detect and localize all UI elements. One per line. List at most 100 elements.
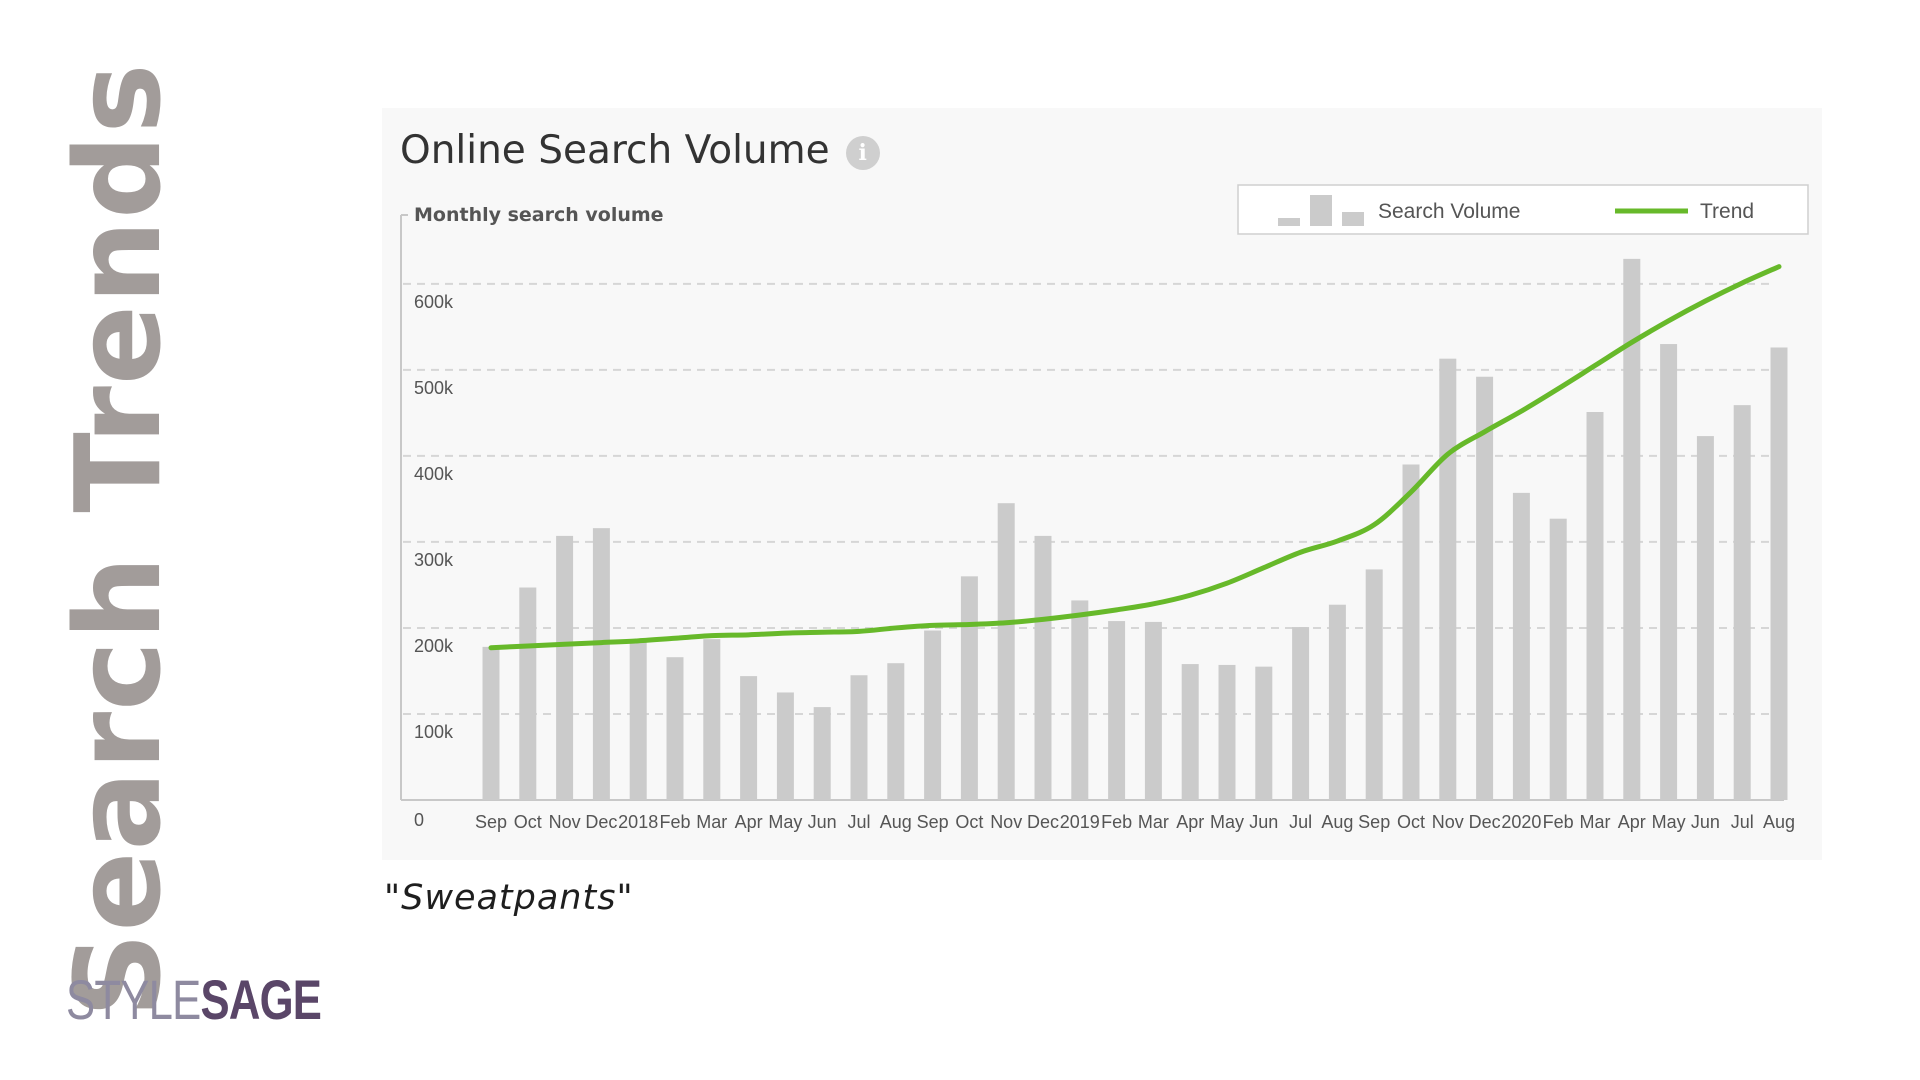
x-tick-label: Dec — [1469, 812, 1501, 832]
x-tick-label: Jun — [1249, 812, 1278, 832]
bar — [1623, 258, 1641, 800]
x-tick-label: May — [768, 812, 802, 832]
legend-bar-swatch-1 — [1278, 218, 1300, 226]
x-tick-label: Apr — [735, 812, 763, 832]
legend-label-trend: Trend — [1700, 200, 1754, 223]
x-tick-label: Apr — [1618, 812, 1646, 832]
x-tick-label: May — [1652, 812, 1686, 832]
bar — [1218, 664, 1236, 800]
bar — [1512, 492, 1530, 800]
x-tick-label: Jul — [1289, 812, 1312, 832]
bar — [1439, 358, 1457, 800]
bar — [1255, 666, 1273, 800]
legend: Search Volume Trend — [1237, 184, 1809, 235]
bar — [924, 630, 942, 800]
bar — [482, 646, 500, 800]
x-tick-label: Oct — [955, 812, 983, 832]
x-tick-label: Nov — [549, 812, 581, 832]
x-tick-label: Aug — [880, 812, 912, 832]
x-tick-label: Oct — [514, 812, 542, 832]
chart-title: Online Search Volume — [400, 128, 830, 173]
stylesage-logo: STYLESAGE — [66, 972, 322, 1028]
legend-bar-swatch-3 — [1342, 212, 1364, 226]
x-tick-label: Apr — [1176, 812, 1204, 832]
x-tick-label: Jul — [847, 812, 870, 832]
x-tick-label: Mar — [696, 812, 727, 832]
x-tick-label: Aug — [1763, 812, 1795, 832]
bar — [997, 503, 1015, 800]
info-icon[interactable]: i — [845, 135, 880, 170]
bar — [666, 657, 684, 800]
bar — [740, 676, 758, 800]
y-tick-label: 300k — [414, 550, 454, 570]
x-tick-label: 2018 — [618, 812, 658, 832]
y-tick-labels: 0 100k 200k 300k 400k 500k 600k — [414, 292, 454, 830]
bar — [813, 707, 831, 800]
bar — [1292, 627, 1310, 800]
chart-title-row: Online Search Volume i — [400, 128, 880, 173]
x-tick-labels: Sep Oct Nov Dec 2018 Feb Mar Apr May Jun Jul Aug Sep… — [475, 812, 1795, 832]
bar — [1108, 621, 1126, 800]
caption: "Sweatpants" — [384, 878, 634, 918]
bar — [592, 528, 610, 800]
bar — [556, 535, 574, 800]
y-axis-label: Monthly search volume — [414, 204, 664, 226]
bar — [1071, 600, 1089, 800]
bar — [1144, 621, 1162, 800]
x-tick-label: Sep — [475, 812, 507, 832]
bar — [850, 675, 868, 800]
x-tick-label: Feb — [659, 812, 690, 832]
x-tick-label: May — [1210, 812, 1244, 832]
search-volume-chart: Monthly search volume 0 100k 200k 300k 400k 5… — [400, 184, 1809, 832]
bar — [1034, 535, 1052, 800]
y-tick-label: 500k — [414, 378, 454, 398]
bar — [1586, 412, 1604, 800]
bar — [1402, 464, 1420, 800]
bar — [1733, 405, 1751, 800]
trend-line — [488, 264, 1782, 651]
bar — [1696, 436, 1714, 800]
chart-card: Online Search Volume i Monthly search vo… — [382, 108, 1822, 860]
bar — [1365, 569, 1383, 800]
bar — [776, 692, 794, 800]
x-tick-label: Dec — [1027, 812, 1059, 832]
x-tick-label: 2019 — [1060, 812, 1100, 832]
side-title: Search Trends — [49, 62, 187, 1018]
logo-style-text: STYLE — [66, 968, 201, 1031]
x-tick-label: Jun — [1691, 812, 1720, 832]
x-tick-label: Dec — [585, 812, 617, 832]
x-tick-label: Nov — [990, 812, 1022, 832]
x-tick-label: Sep — [1358, 812, 1390, 832]
bar — [960, 576, 978, 800]
bar — [1660, 344, 1678, 800]
bar — [1476, 376, 1494, 800]
x-tick-label: Oct — [1397, 812, 1425, 832]
x-tick-label: Mar — [1580, 812, 1611, 832]
legend-bar-swatch-2 — [1310, 195, 1332, 226]
bars — [482, 258, 1788, 800]
y-tick-label: 400k — [414, 464, 454, 484]
bar — [1770, 347, 1788, 800]
bar — [1549, 518, 1567, 800]
y-tick-label: 200k — [414, 636, 454, 656]
bar — [629, 642, 647, 800]
legend-box — [1237, 184, 1809, 235]
x-tick-label: 2020 — [1501, 812, 1541, 832]
x-tick-label: Feb — [1101, 812, 1132, 832]
bar — [703, 639, 721, 800]
y-tick-label: 100k — [414, 722, 454, 742]
bar — [519, 587, 537, 800]
x-tick-label: Mar — [1138, 812, 1169, 832]
y-tick-label: 0 — [414, 810, 424, 830]
x-tick-label: Jul — [1731, 812, 1754, 832]
bar — [1181, 664, 1199, 800]
x-tick-label: Aug — [1321, 812, 1353, 832]
x-tick-label: Feb — [1543, 812, 1574, 832]
bar — [1328, 604, 1346, 800]
legend-label-search-volume: Search Volume — [1378, 200, 1520, 223]
x-tick-label: Sep — [917, 812, 949, 832]
logo-sage-text: SAGE — [200, 968, 322, 1031]
bar — [887, 663, 905, 800]
y-tick-label: 600k — [414, 292, 454, 312]
x-tick-label: Nov — [1432, 812, 1464, 832]
